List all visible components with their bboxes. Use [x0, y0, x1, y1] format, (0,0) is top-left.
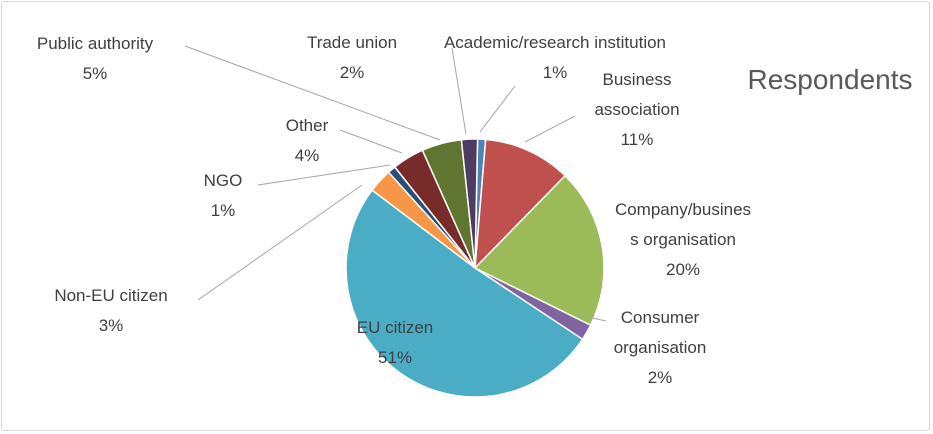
- category-label: Trade union: [306, 33, 398, 52]
- leader-line: [184, 45, 441, 141]
- value-label: 1%: [210, 201, 236, 220]
- value-label: 51%: [377, 348, 413, 367]
- category-label: Company/business organisation: [614, 200, 752, 249]
- value-label: 20%: [665, 260, 701, 279]
- slice-label: Business association 11%: [577, 65, 697, 155]
- slice-label: Trade union 2%: [287, 28, 417, 88]
- leader-line: [479, 85, 516, 133]
- value-label: 1%: [542, 63, 568, 82]
- value-label: 4%: [294, 146, 320, 165]
- slice-label: Academic/research institution 1%: [395, 28, 715, 88]
- slice-label: EU citizen 51%: [325, 313, 465, 373]
- category-label: Public authority: [36, 34, 154, 53]
- pie-slice: [474, 138, 567, 271]
- slice-label: Consumer organisation 2%: [590, 303, 730, 393]
- leader-line: [339, 129, 403, 154]
- slice-label: Company/business organisation 20%: [613, 195, 753, 285]
- value-label: 5%: [82, 64, 108, 83]
- chart-title: Respondents: [747, 64, 913, 95]
- slice-label: Other 4%: [277, 111, 337, 171]
- category-label: NGO: [203, 171, 243, 190]
- category-label: Other: [285, 116, 329, 135]
- slice-label: Public authority 5%: [10, 29, 180, 89]
- category-label: EU citizen: [356, 318, 434, 337]
- category-label: Consumer organisation: [613, 308, 707, 357]
- category-label: Academic/research institution: [443, 33, 667, 52]
- leader-line: [197, 184, 363, 301]
- pie-slice: [345, 189, 584, 398]
- leader-line: [587, 316, 607, 322]
- category-label: Business association: [594, 70, 680, 119]
- pie-slice: [473, 174, 605, 327]
- leader-line: [257, 164, 391, 186]
- value-label: 11%: [620, 130, 654, 149]
- leader-line: [524, 115, 576, 143]
- leader-line: [451, 47, 467, 135]
- pie-slice: [460, 138, 479, 269]
- value-label: 2%: [339, 63, 365, 82]
- category-label: Non-EU citizen: [54, 286, 168, 305]
- slice-label: NGO 1%: [193, 166, 253, 226]
- value-label: 2%: [647, 368, 673, 387]
- slice-label: Non-EU citizen 3%: [31, 281, 191, 341]
- value-label: 3%: [98, 316, 124, 335]
